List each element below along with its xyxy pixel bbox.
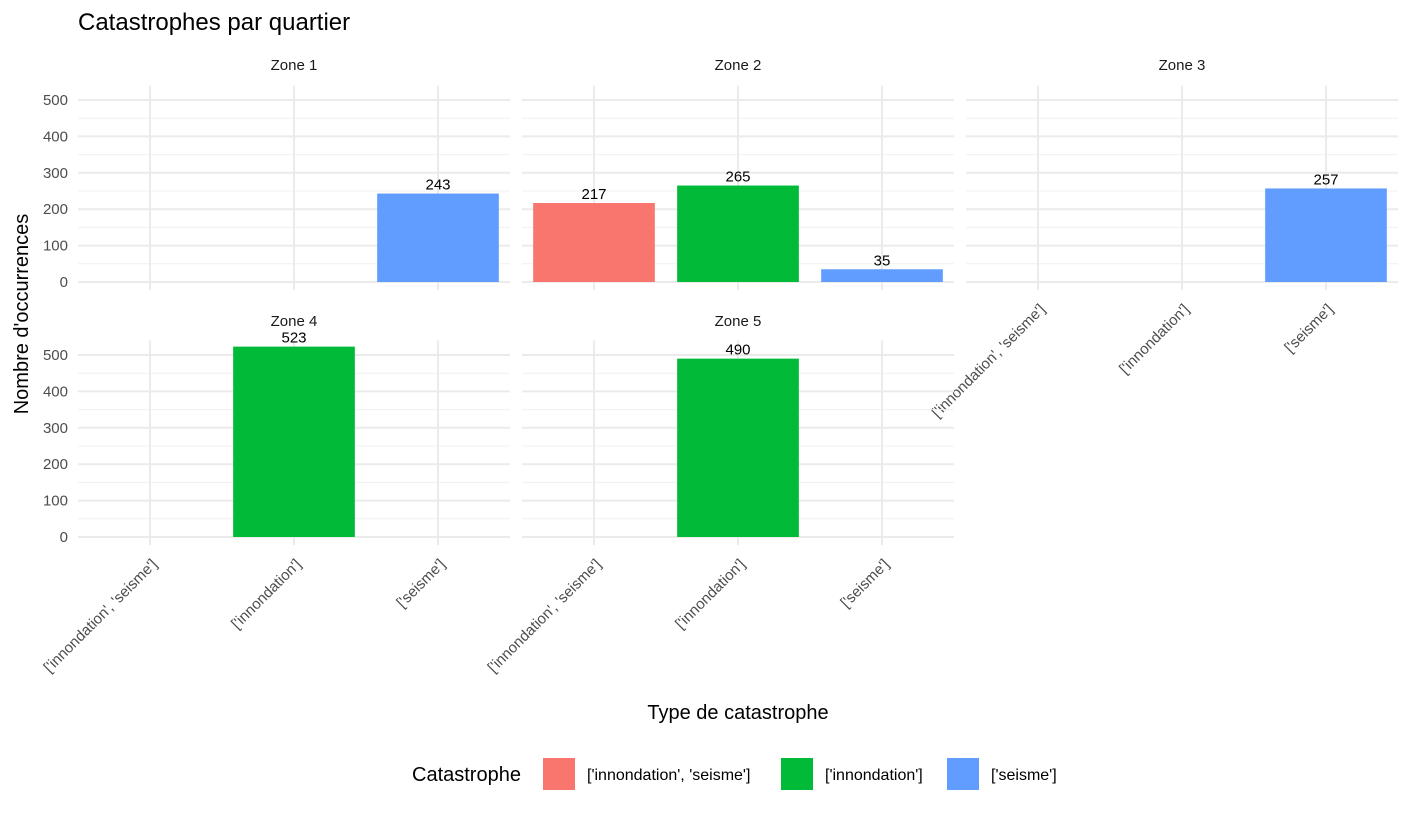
bar-value-label: 523	[281, 330, 306, 347]
legend-key-0	[543, 758, 575, 790]
facet-panel-zone-5: Zone 5 490 ['innondation', 'seisme'] ['inno…	[484, 313, 954, 676]
bar-zone-4-1[interactable]	[233, 346, 355, 537]
bar-zone-1-2[interactable]	[377, 193, 499, 282]
x-tick-label: ['innondation', 'seisme']	[484, 556, 604, 676]
facet-panel-zone-2: Zone 2 217 265 35	[522, 57, 954, 290]
facet-label: Zone 2	[715, 57, 762, 74]
x-tick-label: ['innondation', 'seisme']	[928, 301, 1048, 421]
legend-label: ['innondation', 'seisme']	[587, 767, 750, 784]
y-axis-title: Nombre d'occurrences	[11, 214, 33, 415]
bar-value-label: 35	[874, 252, 891, 269]
y-tick-label: 400	[43, 128, 68, 145]
x-tick-label: ['innondation']	[1116, 301, 1193, 378]
legend-key-2	[947, 758, 979, 790]
y-tick-label: 200	[43, 201, 68, 218]
bar-value-label: 257	[1313, 171, 1338, 188]
facet-panel-zone-3: Zone 3 257 ['innondation', 'seisme'] ['inno…	[928, 57, 1398, 421]
y-tick-label: 300	[43, 420, 68, 437]
bar-zone-3-2[interactable]	[1265, 188, 1387, 282]
y-tick-label: 500	[43, 92, 68, 109]
x-tick-label: ['seisme']	[837, 556, 893, 612]
y-tick-label: 0	[60, 529, 68, 546]
x-tick-label: ['innondation', 'seisme']	[40, 556, 160, 676]
bar-value-label: 217	[581, 186, 606, 203]
y-tick-label: 100	[43, 238, 68, 255]
y-tick-label: 400	[43, 383, 68, 400]
y-tick-label: 300	[43, 165, 68, 182]
bar-zone-2-2[interactable]	[821, 269, 943, 282]
y-tick-label: 100	[43, 493, 68, 510]
legend-label: ['innondation']	[825, 767, 923, 784]
legend: Catastrophe ['innondation', 'seisme'] ['i…	[412, 758, 1057, 790]
x-tick-label: ['innondation']	[228, 556, 305, 633]
x-tick-label: ['seisme']	[393, 556, 449, 612]
legend-key-1	[781, 758, 813, 790]
y-tick-label: 0	[60, 274, 68, 291]
legend-label: ['seisme']	[991, 767, 1057, 784]
x-axis-title: Type de catastrophe	[647, 702, 828, 724]
bar-zone-2-0[interactable]	[533, 203, 655, 282]
x-tick-label: ['innondation']	[672, 556, 749, 633]
y-tick-label: 200	[43, 456, 68, 473]
bar-value-label: 243	[425, 177, 450, 194]
x-tick-label: ['seisme']	[1281, 301, 1337, 357]
bar-zone-5-1[interactable]	[677, 358, 799, 537]
bar-zone-2-1[interactable]	[677, 185, 799, 282]
bar-value-label: 490	[725, 342, 750, 359]
facet-panel-zone-1: Zone 1 0 100 200 300 400 500 243	[43, 57, 510, 291]
facet-label: Zone 1	[271, 57, 318, 74]
bar-value-label: 265	[725, 169, 750, 186]
facet-label: Zone 5	[715, 313, 762, 330]
y-tick-label: 500	[43, 347, 68, 364]
chart-title: Catastrophes par quartier	[78, 9, 350, 36]
facet-label: Zone 4	[271, 313, 318, 330]
facet-panel-zone-4: Zone 4 0 100 200 300 400 500 523 ['innondation',…	[40, 313, 510, 676]
legend-title: Catastrophe	[412, 764, 521, 786]
facet-label: Zone 3	[1159, 57, 1206, 74]
